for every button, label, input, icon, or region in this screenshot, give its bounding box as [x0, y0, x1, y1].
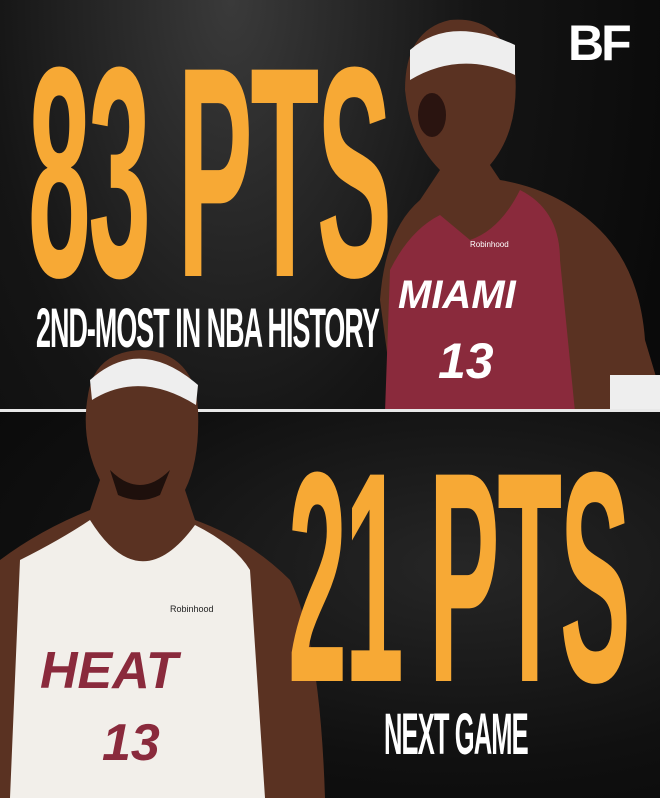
- jersey-team-top: MIAMI: [398, 273, 517, 317]
- sponsor-top: Robinhood: [470, 240, 509, 249]
- headline-bottom: 21 PTS: [288, 409, 631, 745]
- subtitle-bottom: NEXT GAME: [384, 702, 529, 767]
- bf-logo: BF: [568, 15, 632, 71]
- divider: [0, 409, 660, 412]
- jersey-number-top: 13: [438, 333, 494, 389]
- subtitle-top: 2ND-MOST IN NBA HISTORY: [36, 296, 380, 359]
- player-photo-top: MIAMI 13 Robinhood: [380, 19, 660, 412]
- headline-top: 83 PTS: [28, 4, 392, 340]
